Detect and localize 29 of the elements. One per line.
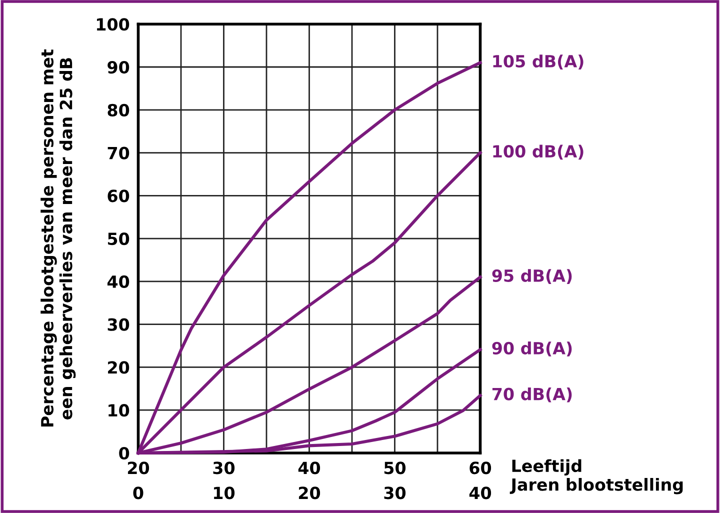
y-tick-label: 60 (108, 190, 130, 202)
x2-axis-title: Jaren blootstelling (510, 478, 683, 494)
x2-tick-label: 10 (214, 486, 235, 500)
x-tick-label: 60 (470, 462, 492, 474)
x2-tick-label: 20 (298, 486, 320, 500)
x2-tick-label: 30 (384, 486, 406, 500)
series-label: 70 dB(A) (492, 387, 572, 402)
y-tick-label: 90 (108, 60, 130, 74)
y-tick-label: 40 (107, 275, 130, 288)
y-tick-label: 100 (97, 18, 130, 31)
y-axis-title: Percentage blootgestelde personen met een geheerverlies van meer dan 25 dB (40, 49, 76, 427)
y-tick-label: 70 (108, 146, 130, 160)
x-axis-title: Leeftijd (512, 459, 582, 476)
series-label: 105 dB(A) (493, 54, 584, 70)
y-tick-label: 50 (108, 232, 130, 246)
series-label: 95 dB(A) (492, 269, 572, 284)
y-tick-label: 20 (108, 361, 130, 374)
series-label: 90 dB(A) (492, 342, 572, 356)
x-tick-label: 40 (298, 462, 320, 474)
y-tick-label: 30 (108, 318, 130, 331)
x-tick-label: 30 (213, 462, 235, 474)
series-label: 100 dB(A) (493, 144, 584, 160)
y-tick-label: 0 (119, 446, 130, 460)
y-tick-label: 10 (108, 404, 130, 417)
x2-tick-label: 40 (469, 486, 492, 500)
y-tick-label: 80 (108, 104, 130, 116)
x2-tick-label: 0 (133, 486, 144, 500)
x-tick-label: 20 (128, 462, 150, 474)
x-tick-label: 50 (384, 462, 406, 474)
